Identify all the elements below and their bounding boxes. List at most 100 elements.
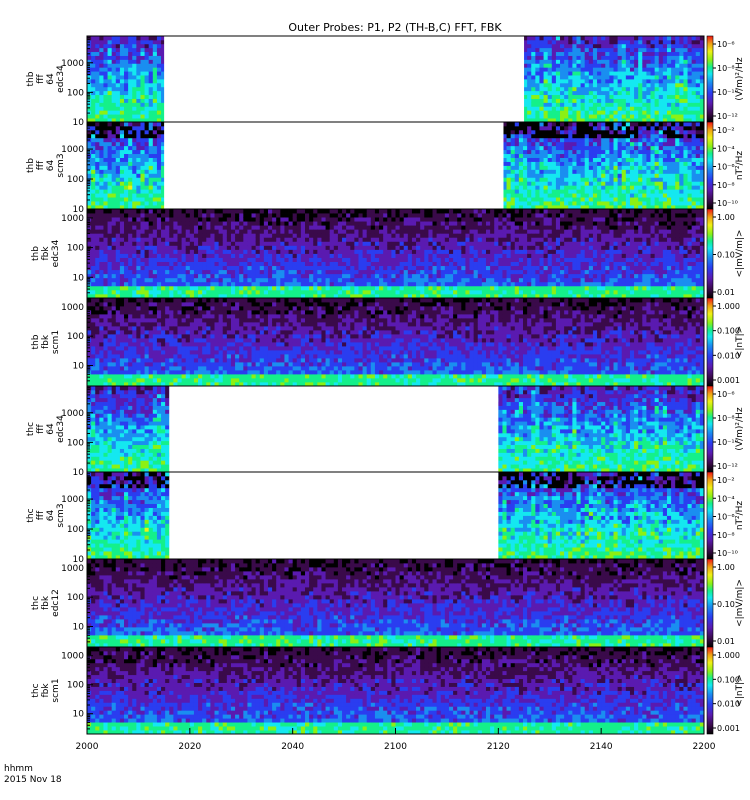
colorbar-tick-label: 10⁻⁸: [717, 414, 735, 423]
panel-label-line: thb: [26, 158, 36, 173]
x-tick-label: 2040: [281, 742, 304, 752]
colorbar-tick-label: 10⁻⁴: [717, 494, 735, 503]
colorbar: [706, 558, 714, 648]
colorbar-label: <|mV/m|>: [735, 230, 745, 278]
colorbar-tick-label: 0.100: [717, 675, 740, 684]
panel-label-line: 64: [46, 73, 56, 85]
colorbar-tick-label: 0.010: [717, 700, 740, 709]
colorbar-tick-label: 10⁻⁶: [717, 40, 735, 49]
y-tick-label: 1000: [61, 214, 84, 224]
x-tick-label: 2120: [487, 742, 510, 752]
time-axis: 2000 2020 2040 2100 2120 2140 2200: [76, 728, 716, 752]
colorbar: [706, 385, 714, 473]
y-axis: 10 100 1000: [61, 558, 93, 648]
y-tick-label: 1000: [61, 59, 84, 69]
panel-label-line: scm3: [56, 153, 66, 177]
panel-label-line: edc34: [51, 239, 61, 267]
time-axis-label-date: 2015 Nov 18: [4, 775, 62, 785]
panel-label-line: 64: [46, 160, 56, 172]
colorbar-tick-label: 10⁻⁶: [717, 390, 735, 399]
panel-label-line: edc34: [56, 415, 66, 443]
panel-label-line: fff: [36, 160, 46, 170]
panel-1: 10 100 1000 thb fff 64 edc34 10⁻⁶ 10⁻⁸ 10⁻¹⁰ 10⁻¹²…: [26, 35, 745, 128]
colorbar-tick-label: 0.001: [717, 376, 740, 385]
y-tick-label: 1000: [61, 652, 84, 662]
panel-5: 10 100 1000 thc fff 64 edc34 10⁻⁶ 10⁻⁸ 10⁻¹⁰ 10⁻¹²…: [26, 385, 745, 478]
y-tick-label: 10: [73, 361, 85, 371]
spectrogram-cells: [87, 559, 705, 648]
spectrogram-cells: [87, 647, 705, 735]
colorbar: [706, 297, 714, 387]
data-gap: [164, 122, 504, 209]
colorbar-tick-label: 10⁻¹⁰: [717, 199, 738, 208]
panel-label-line: thb: [31, 246, 41, 261]
data-gap: [164, 36, 525, 122]
colorbar-tick-label: 0.010: [717, 351, 740, 360]
panel-7: 10 100 1000 thc fbk edc12 1.00 0.10 0.01 <|mV/m|>: [31, 558, 745, 648]
y-axis: 10 100 1000: [61, 471, 93, 565]
colorbar-label: <|mV/m|>: [735, 579, 745, 627]
y-tick-label: 1000: [61, 564, 84, 574]
panel-label-line: edc12: [51, 589, 61, 617]
colorbar-tick-label: 1.00: [717, 563, 735, 572]
panel-4: 10 100 1000 thb fbk scm1 1.000 0.100 0.010 0.001 <…: [31, 297, 745, 387]
x-tick-label: 2020: [178, 742, 201, 752]
time-axis-label-hhmm: hhmm: [4, 764, 33, 774]
panel-8: 10 100 1000 thc fbk scm1 1.000 0.100 0.010 0.001 <…: [31, 646, 745, 735]
y-tick-label: 10: [73, 468, 85, 478]
colorbar-tick-label: 1.000: [717, 651, 740, 660]
y-tick-label: 100: [67, 88, 84, 98]
colorbar-tick-label: 1.00: [717, 213, 735, 222]
colorbar-tick-label: 10⁻²: [717, 126, 735, 135]
panel-3: 10 100 1000 thb fbk edc34 1.00 0.10 0.01 <|mV/m|>: [31, 208, 745, 299]
panel-label-line: fbk: [41, 246, 51, 261]
colorbar-tick-label: 0.01: [717, 288, 735, 297]
spectrogram-cells: [87, 298, 705, 387]
panel-label-line: fff: [36, 73, 46, 83]
y-tick-label: 100: [67, 681, 84, 691]
colorbar-tick-label: 10⁻¹²: [717, 112, 738, 121]
y-tick-label: 10: [73, 555, 85, 565]
y-tick-label: 100: [67, 593, 84, 603]
y-tick-label: 100: [67, 244, 84, 254]
y-tick-label: 10: [73, 622, 85, 632]
colorbar-tick-label: 10⁻⁶: [717, 163, 735, 172]
panel-label-line: fbk: [41, 683, 51, 698]
colorbar-tick-label: 0.01: [717, 637, 735, 646]
panel-label-line: fff: [36, 423, 46, 433]
x-tick-label: 2000: [76, 742, 99, 752]
colorbar-tick-label: 1.000: [717, 302, 740, 311]
colorbar: [706, 471, 714, 560]
panel-2: 10 100 1000 thb fff 64 scm3 10⁻² 10⁻⁴ 10⁻⁶ 10⁻⁸ 10⁻…: [26, 121, 745, 215]
y-tick-label: 1000: [61, 495, 84, 505]
y-axis: 10 100 1000: [61, 646, 93, 735]
colorbar-label: nT²/Hz: [735, 501, 745, 531]
spectrogram-cells: [87, 209, 705, 299]
colorbar-label: (V/m)²/Hz: [735, 407, 745, 450]
colorbar-label: (V/m)²/Hz: [735, 57, 745, 100]
panel-label-line: fbk: [41, 595, 51, 610]
colorbar-tick-label: 0.001: [717, 724, 740, 733]
panel-label-line: thb: [31, 334, 41, 349]
y-tick-label: 100: [67, 525, 84, 535]
y-axis: 10 100 1000: [61, 297, 93, 387]
colorbar-label: nT²/Hz: [735, 151, 745, 181]
y-axis: 10 100 1000: [61, 208, 93, 299]
panel-label-line: thc: [26, 422, 36, 436]
colorbar-tick-label: 10⁻⁸: [717, 181, 735, 190]
colorbar-tick-label: 10⁻⁸: [717, 531, 735, 540]
y-tick-label: 1000: [61, 409, 84, 419]
colorbar-label: <|nT|>: [735, 326, 745, 358]
colorbar-tick-label: 10⁻²: [717, 476, 735, 485]
colorbar: [706, 35, 714, 123]
panel-label-line: 64: [46, 423, 56, 435]
panel-6: 10 100 1000 thc fff 64 scm3 10⁻² 10⁻⁴ 10⁻⁶ 10⁻⁸ 10⁻…: [26, 471, 745, 565]
data-gap: [169, 386, 499, 472]
colorbar-tick-label: 0.10: [717, 251, 735, 260]
y-tick-label: 100: [67, 438, 84, 448]
colorbar-tick-label: 10⁻¹⁰: [717, 88, 738, 97]
y-axis: 10 100 1000: [61, 385, 93, 478]
y-tick-label: 100: [67, 175, 84, 185]
panel-label-line: edc34: [56, 65, 66, 93]
y-axis: 10 100 1000: [61, 121, 93, 215]
